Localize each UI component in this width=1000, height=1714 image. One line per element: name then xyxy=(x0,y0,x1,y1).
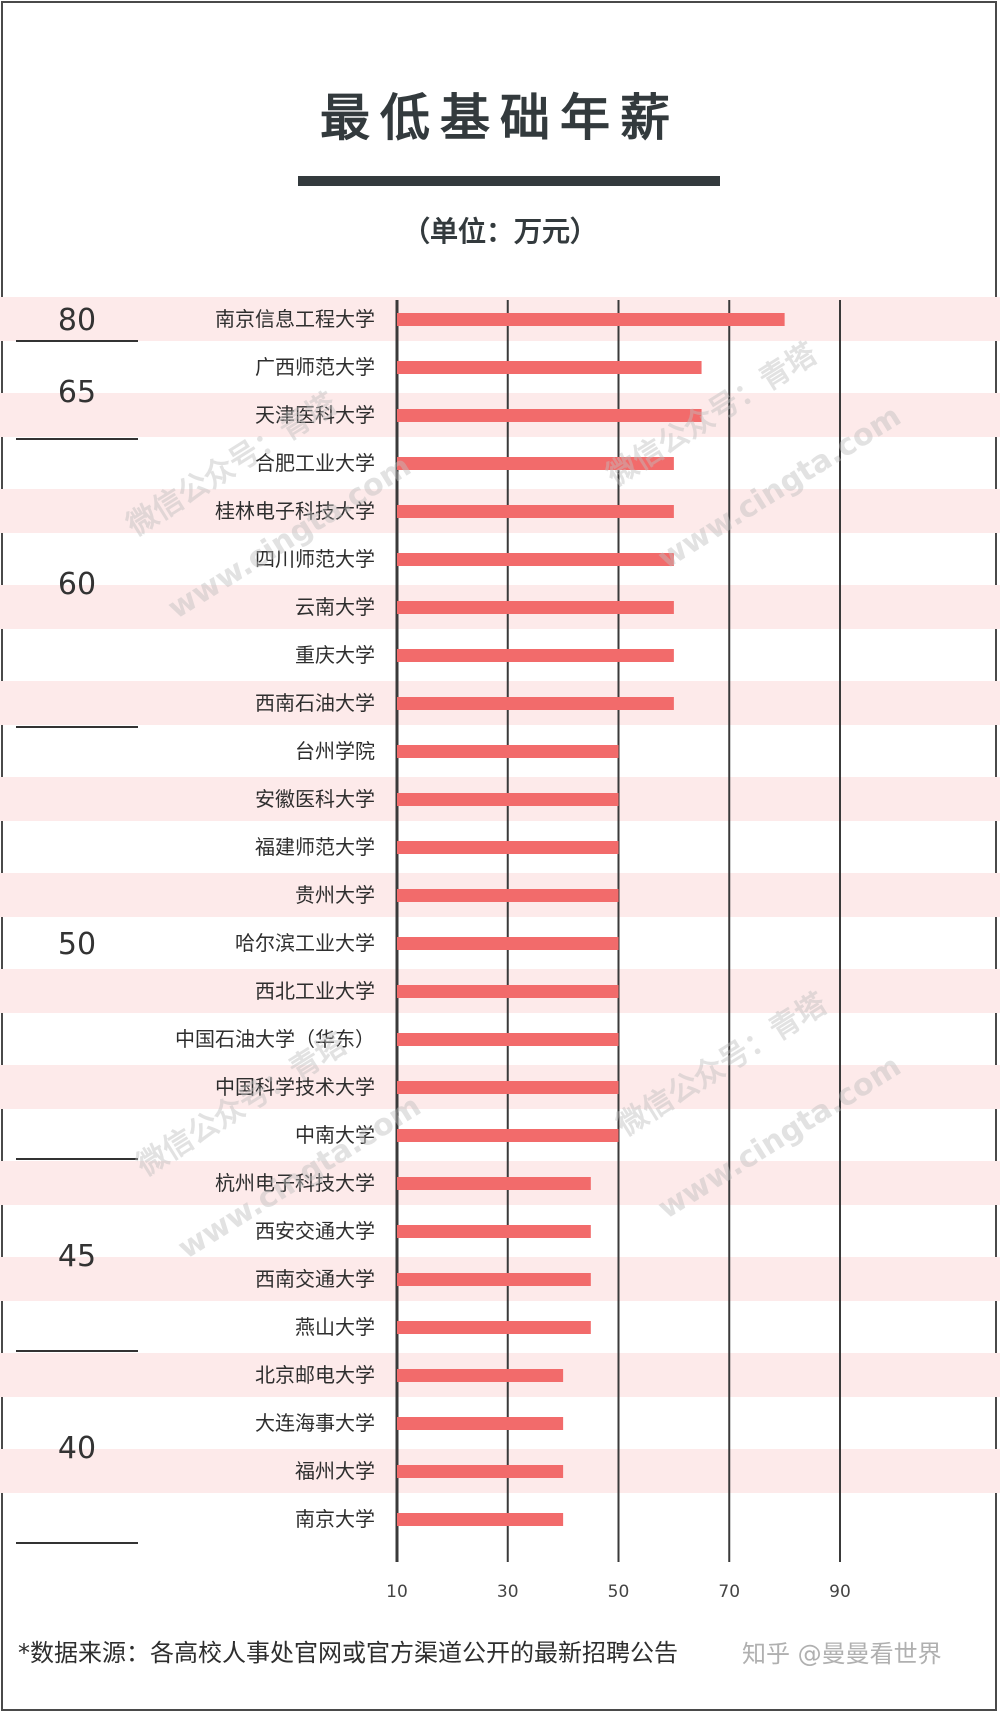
source-note: *数据来源：各高校人事处官网或官方渠道公开的最新招聘公告 xyxy=(18,1639,678,1667)
bar xyxy=(397,505,674,518)
bar xyxy=(397,457,674,470)
category-label: 台州学院 xyxy=(295,739,375,763)
bar xyxy=(397,1081,619,1094)
category-label: 云南大学 xyxy=(295,595,375,619)
bar xyxy=(397,745,619,758)
x-tick-label: 70 xyxy=(718,1582,740,1602)
group-label: 45 xyxy=(58,1239,96,1274)
group-label: 50 xyxy=(58,927,96,962)
x-tick-label: 30 xyxy=(497,1582,519,1602)
bar xyxy=(397,1177,591,1190)
group-label: 65 xyxy=(58,375,96,410)
bar xyxy=(397,1225,591,1238)
category-label: 西南石油大学 xyxy=(255,691,375,715)
category-label: 重庆大学 xyxy=(295,643,375,667)
category-label: 天津医科大学 xyxy=(255,403,375,427)
category-label: 中南大学 xyxy=(295,1123,375,1147)
category-label: 西北工业大学 xyxy=(255,979,375,1003)
unit-label: （单位：万元） xyxy=(401,215,598,248)
bar xyxy=(397,601,674,614)
bar xyxy=(397,1273,591,1286)
bar xyxy=(397,697,674,710)
bar xyxy=(397,1321,591,1334)
group-label: 40 xyxy=(58,1431,96,1466)
bar xyxy=(397,841,619,854)
bar xyxy=(397,937,619,950)
bar xyxy=(397,1417,564,1430)
category-label: 福州大学 xyxy=(295,1459,375,1483)
category-label: 西南交通大学 xyxy=(255,1267,375,1291)
bar xyxy=(397,553,674,566)
category-label: 桂林电子科技大学 xyxy=(215,499,375,523)
category-label: 广西师范大学 xyxy=(255,355,375,379)
category-label: 燕山大学 xyxy=(295,1315,375,1339)
category-label: 四川师范大学 xyxy=(255,547,375,571)
bar xyxy=(397,649,674,662)
bars xyxy=(397,313,785,1526)
bar xyxy=(397,1129,619,1142)
category-label: 哈尔滨工业大学 xyxy=(235,931,375,955)
x-tick-label: 10 xyxy=(386,1582,408,1602)
category-label: 合肥工业大学 xyxy=(255,451,375,475)
bar xyxy=(397,1513,564,1526)
category-label: 南京信息工程大学 xyxy=(215,307,375,331)
x-tick-labels: 10 30 50 70 90 xyxy=(386,1582,851,1602)
category-label: 中国科学技术大学 xyxy=(215,1075,375,1099)
bar xyxy=(397,1369,564,1382)
category-label: 中国石油大学（华东） xyxy=(175,1027,375,1051)
bar xyxy=(397,1465,564,1478)
category-labels: 南京信息工程大学广西师范大学天津医科大学合肥工业大学桂林电子科技大学四川师范大学… xyxy=(175,307,375,1531)
category-label: 安徽医科大学 xyxy=(255,787,375,811)
value-groups: 80 65 60 50 45 40 xyxy=(16,303,138,1544)
category-label: 福建师范大学 xyxy=(255,835,375,859)
bar xyxy=(397,313,785,326)
group-label: 80 xyxy=(58,303,96,338)
bar xyxy=(397,889,619,902)
bar xyxy=(397,985,619,998)
bar xyxy=(397,1033,619,1046)
category-label: 杭州电子科技大学 xyxy=(215,1171,375,1195)
group-label: 60 xyxy=(58,567,96,602)
category-label: 北京邮电大学 xyxy=(255,1363,375,1387)
category-label: 西安交通大学 xyxy=(255,1219,375,1243)
row-stripes xyxy=(0,297,1000,1493)
chart-title: 最低基础年薪 xyxy=(320,89,680,147)
author-credit: 知乎 @曼曼看世界 xyxy=(742,1640,942,1668)
category-label: 南京大学 xyxy=(295,1507,375,1531)
category-label: 大连海事大学 xyxy=(255,1411,375,1435)
title-rule xyxy=(298,176,720,186)
x-tick-label: 90 xyxy=(829,1582,851,1602)
category-label: 贵州大学 xyxy=(295,883,375,907)
bar xyxy=(397,793,619,806)
x-tick-label: 50 xyxy=(608,1582,630,1602)
bar xyxy=(397,409,702,422)
bar xyxy=(397,361,702,374)
